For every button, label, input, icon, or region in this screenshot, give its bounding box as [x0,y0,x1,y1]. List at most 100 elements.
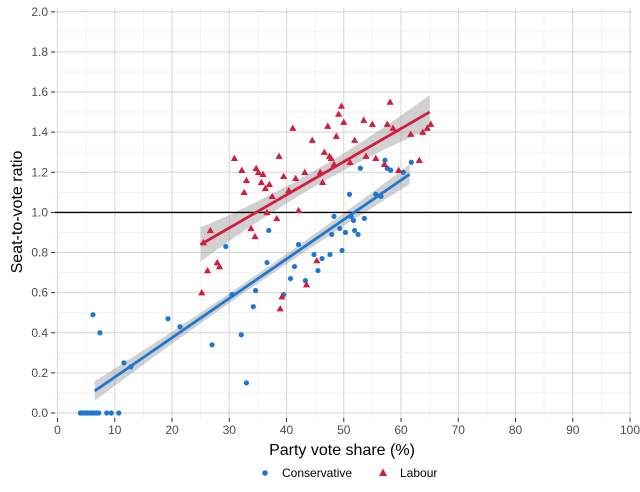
conservative-point [311,251,317,258]
conservative-point [108,410,114,416]
conservative-point [287,275,294,282]
conservative-point [346,191,353,197]
y-tick-label: 1.6 [31,85,48,99]
conservative-point [96,410,102,416]
x-tick-label: 10 [108,423,122,437]
conservative-point [357,165,363,171]
x-tick-label: 80 [509,423,523,437]
labour-point [427,120,435,127]
labour-point [230,154,239,161]
conservative-point [355,231,361,238]
legend-labour-label: Labour [400,466,437,480]
y-tick-label: 0.0 [31,406,48,420]
labour-point [238,166,246,173]
labour-point [265,180,273,188]
conservative-point [329,231,335,238]
conservative-point [121,360,127,366]
x-tick-label: 20 [165,423,179,437]
labour-point [242,176,251,184]
labour-point [252,164,260,171]
x-tick-label: 100 [620,423,640,437]
y-axis-title: Seat-to-vote ratio [9,151,26,274]
labour-point [380,160,388,167]
labour-point [301,168,309,175]
conservative-point [291,263,298,270]
labour-point [240,188,248,196]
y-tick-label: 1.4 [31,125,48,139]
labour-point [261,184,269,192]
y-tick-label: 1.2 [31,165,48,179]
conservative-point [382,157,388,163]
conservative-point [209,342,215,348]
conservative-point [250,304,256,310]
labour-point [268,192,276,200]
conservative-point [361,215,367,222]
conservative-point [266,227,272,234]
conservative-point [97,330,103,336]
conservative-point [295,241,302,248]
labour-point [302,281,311,288]
conservative-point [315,267,321,274]
x-tick-label: 50 [337,423,351,437]
y-tick-label: 1.0 [31,205,48,219]
labour-point [360,116,368,123]
labour-point [254,168,263,175]
conservative-point [90,312,96,318]
labour-point [395,166,403,173]
labour-point [259,170,267,177]
y-tick-label: 1.8 [31,45,48,59]
conservative-point [337,225,343,232]
conservative-point [400,169,406,175]
conservative-point [342,229,349,236]
labour-point [368,120,376,127]
labour-point [215,262,224,270]
conservative-point [408,159,414,165]
x-tick-label: 60 [394,423,408,437]
labour-point [308,136,316,143]
labour-point [383,120,391,127]
x-tick-label: 90 [566,423,580,437]
labour-point [362,152,370,159]
labour-point [318,178,327,186]
y-tick-label: 0.8 [31,246,48,260]
x-tick-label: 0 [54,423,61,437]
x-axis-title: Party vote share (%) [269,442,415,459]
labour-point [332,132,340,139]
x-tick-label: 30 [223,423,237,437]
labour-point [247,224,255,232]
conservative-point [352,227,358,234]
y-tick-label: 0.2 [31,366,48,380]
conservative-point [339,247,345,254]
conservative-point [165,316,171,322]
conservative-point [243,380,250,386]
conservative-point [177,324,183,330]
conservative-point [327,251,333,258]
conservative-point [350,217,357,224]
labour-point [372,154,380,161]
labour-point [351,136,359,143]
conservative-point [252,288,259,294]
labour-point [386,98,394,105]
labour-point [389,124,397,131]
labour-point [257,178,265,186]
labour-point [313,256,321,264]
labour-point [289,124,297,131]
labour-point [334,110,343,117]
labour-point [292,174,300,181]
labour-point [324,122,332,129]
labour-point [251,232,259,240]
legend-labour-key [379,468,387,476]
x-tick-label: 40 [280,423,294,437]
labour-point [337,102,346,109]
labour-point [320,148,328,155]
labour-point [206,226,214,234]
labour-point [407,130,415,137]
legend: Conservative Labour [262,466,437,480]
legend-conservative-label: Conservative [282,466,352,480]
labour-point [280,172,288,179]
labour-point [198,289,206,296]
labour-point [275,152,283,159]
conservative-point [116,410,122,416]
legend-conservative-key [262,470,268,476]
